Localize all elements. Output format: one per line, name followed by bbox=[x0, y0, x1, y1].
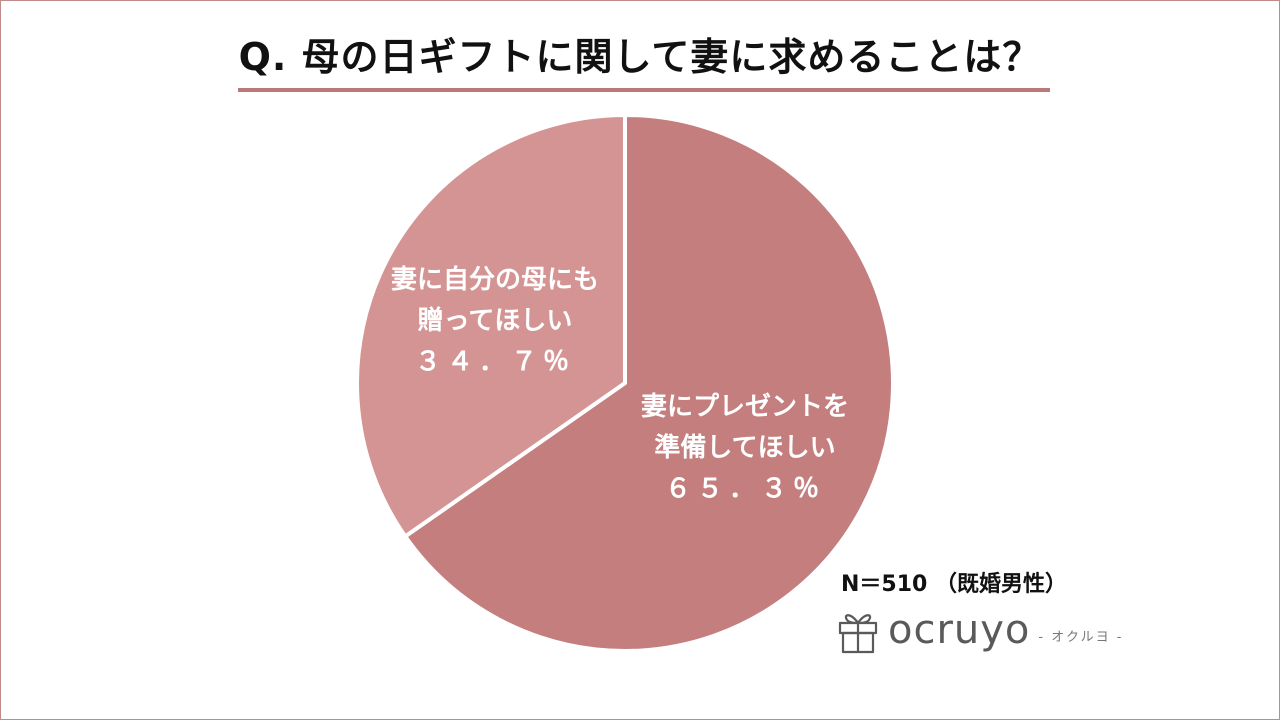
pie-slice-2 bbox=[355, 113, 627, 539]
slice-2-label-line-2: 贈ってほしい bbox=[418, 305, 573, 336]
slice-1-value: ６５．３％ bbox=[665, 474, 825, 504]
gift-box-icon bbox=[838, 614, 878, 654]
slice-1-label-line-2: 準備してほしい bbox=[654, 432, 835, 463]
ocruyo-logo: ocruyo - オクルヨ - bbox=[836, 604, 1123, 656]
sample-size-note: N＝510 （既婚男性） bbox=[841, 572, 1067, 597]
logo-subtitle: - オクルヨ - bbox=[1038, 629, 1124, 645]
logo-wordmark: ocruyo bbox=[888, 607, 1031, 653]
pie-slices bbox=[355, 113, 895, 653]
pie-slice-1 bbox=[403, 113, 895, 653]
slice-1-label-line-1: 妻にプレゼントを bbox=[641, 392, 849, 422]
slice-2-value: ３４．７％ bbox=[415, 347, 575, 377]
title-underline bbox=[238, 88, 1050, 92]
slice-2-label-line-1: 妻に自分の母にも bbox=[391, 264, 599, 295]
chart-title: Q. 母の日ギフトに関して妻に求めることは？ bbox=[238, 35, 1042, 79]
